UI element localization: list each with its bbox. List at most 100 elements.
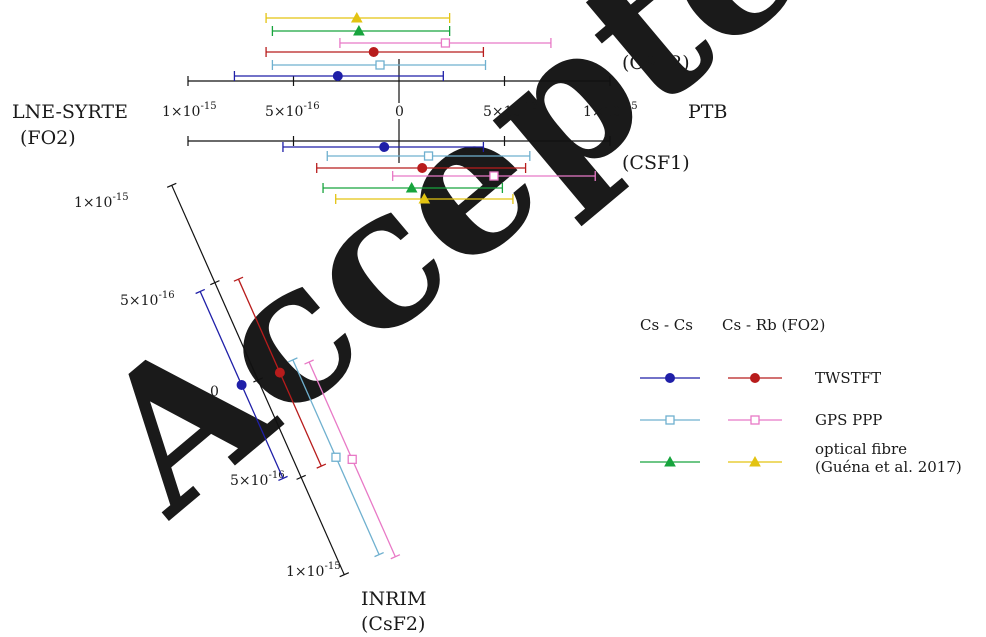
tick-exponent: -16 (521, 101, 537, 112)
point-marker (379, 142, 390, 152)
point-marker (489, 171, 499, 181)
tick-mantissa: 1×10 (286, 564, 324, 580)
data-point (288, 357, 384, 558)
legend-marker (750, 373, 760, 383)
axis-ptb-csf2 (187, 59, 611, 103)
point-marker (332, 71, 343, 81)
legend-label: TWSTFT (815, 369, 881, 387)
point-marker (353, 24, 365, 36)
scale-label: (CSF1) (622, 152, 690, 174)
tick-exponent: -15 (621, 101, 637, 112)
tick-exponent: -15 (324, 561, 340, 572)
side-label-left: (FO2) (20, 127, 76, 149)
legend-entry: GPS PPP (640, 411, 882, 429)
point-marker (440, 38, 451, 48)
legend-marker (749, 455, 761, 467)
tick-exponent: -15 (112, 192, 128, 203)
side-label-right: PTB (688, 101, 727, 123)
scale-label: (CSF2) (622, 52, 690, 74)
data-point (339, 38, 552, 48)
legend-label: optical fibre (815, 440, 907, 458)
tick-mantissa: 1×10 (74, 195, 112, 211)
tick-mantissa: 5×10 (230, 473, 268, 489)
axis-tick (253, 377, 263, 383)
legend-entry: optical fibre(Guéna et al. 2017) (640, 440, 962, 476)
point-marker (417, 163, 428, 173)
tick-mantissa: 5×10 (120, 293, 158, 309)
error-cap (195, 288, 206, 295)
legend-marker (665, 415, 675, 425)
scale-label: (CsF2) (361, 613, 425, 635)
point-marker (350, 11, 363, 23)
axis-tick (210, 280, 220, 286)
legend-header: Cs - Rb (FO2) (722, 316, 825, 334)
data-point (233, 71, 444, 81)
data-point (265, 47, 485, 57)
point-marker (418, 192, 431, 204)
legend-marker (664, 455, 676, 467)
tick-exponent: -16 (303, 101, 319, 112)
side-label-left: LNE-SYRTE (12, 101, 128, 123)
legend-marker (750, 415, 760, 425)
legend-label-2: (Guéna et al. 2017) (815, 458, 962, 476)
axis-inrim-csf2 (166, 182, 350, 578)
data-point (392, 171, 596, 181)
point-marker (274, 367, 285, 378)
legend-header: Cs - Cs (640, 316, 693, 334)
legend-entry: TWSTFT (640, 369, 881, 387)
axis-tick (166, 182, 177, 188)
group-inrim-csf2 (195, 276, 401, 560)
error-cap (374, 551, 384, 558)
error-cap (278, 475, 288, 482)
legend: Cs - Cs Cs - Rb (FO2) TWSTFT GPS PPP optical… (640, 316, 962, 476)
tick-label: 5×10-16 (265, 101, 320, 120)
tick-label: 1×10-15 (74, 192, 129, 211)
tick-mantissa: 0 (210, 384, 219, 400)
data-point (195, 288, 288, 482)
tick-label: 1×10-15 (162, 101, 217, 120)
tick-exponent: -16 (158, 290, 174, 301)
point-marker (375, 60, 385, 70)
point-marker (405, 181, 418, 193)
error-cap (304, 359, 314, 365)
scale-label: INRIM (361, 588, 426, 610)
tick-exponent: -16 (268, 470, 284, 481)
point-marker (236, 379, 247, 390)
error-cap (288, 357, 298, 363)
tick-mantissa: 1×10 (583, 104, 621, 120)
point-marker (331, 452, 341, 462)
data-point (265, 11, 451, 23)
tick-label: 1×10-15 (286, 561, 341, 580)
tick-mantissa: 1×10 (162, 104, 200, 120)
data-point (282, 142, 485, 152)
tick-label: 5×10-16 (120, 290, 175, 309)
data-point (322, 181, 504, 193)
tick-label: 1×10-15 (583, 101, 638, 120)
data-point (233, 276, 327, 469)
axis-tick (296, 474, 306, 480)
axis-tick (339, 572, 350, 578)
error-cap (233, 276, 244, 282)
tick-label: 5×10-16 (230, 470, 285, 489)
tick-mantissa: 5×10 (483, 104, 521, 120)
tick-label: 0 (395, 104, 404, 120)
tick-label: 0 (210, 384, 219, 400)
data-point (335, 192, 514, 204)
error-cap (390, 554, 401, 560)
data-point (271, 24, 451, 36)
data-point (304, 359, 401, 560)
data-point (326, 151, 531, 161)
data-point (316, 163, 527, 173)
tick-exponent: -15 (200, 101, 216, 112)
legend-marker (665, 373, 675, 383)
error-cap (316, 463, 327, 469)
group-ptb-csf2 (233, 11, 552, 81)
point-marker (347, 454, 357, 465)
tick-mantissa: 5×10 (265, 104, 303, 120)
group-ptb-csf1 (282, 142, 596, 204)
legend-label: GPS PPP (815, 411, 882, 429)
data-point (271, 60, 487, 70)
point-marker (368, 47, 379, 57)
tick-mantissa: 0 (395, 104, 404, 120)
